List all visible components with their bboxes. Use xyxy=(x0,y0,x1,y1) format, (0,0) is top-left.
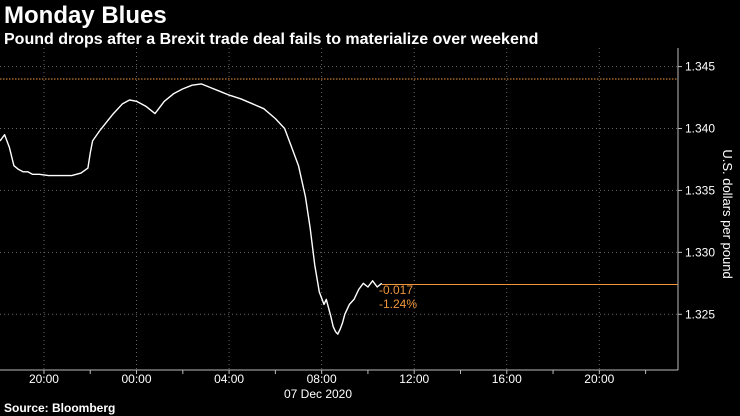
y-tick-label: 1.330 xyxy=(685,245,715,259)
chart-subtitle: Pound drops after a Brexit trade deal fa… xyxy=(4,31,539,48)
y-tick-label: 1.340 xyxy=(685,122,715,136)
x-tick-label: 16:00 xyxy=(492,372,522,386)
y-axis-label: U.S. dollars per pound xyxy=(720,149,735,278)
x-tick-label: 04:00 xyxy=(214,372,244,386)
x-tick-label: 20:00 xyxy=(584,372,614,386)
x-tick-labels: 20:00 00:00 04:00 08:00 12:00 16:00 20:00 xyxy=(29,372,615,386)
x-tick-label: 20:00 xyxy=(29,372,59,386)
y-tick-label: 1.325 xyxy=(685,307,715,321)
change-annotation: -0.017 xyxy=(379,283,413,297)
x-tick-label: 08:00 xyxy=(307,372,337,386)
y-tick-labels: 1.325 1.330 1.335 1.340 1.345 xyxy=(685,60,715,322)
x-tick-label: 12:00 xyxy=(399,372,429,386)
pound-price-line xyxy=(0,83,383,335)
x-date-label: 07 Dec 2020 xyxy=(284,387,352,401)
grid xyxy=(0,48,682,374)
change-percent-annotation: -1.24% xyxy=(379,297,417,311)
chart-title: Monday Blues xyxy=(4,2,167,29)
y-tick-label: 1.335 xyxy=(685,183,715,197)
y-tick-label: 1.345 xyxy=(685,60,715,74)
source-note: Source: Bloomberg xyxy=(4,401,116,415)
x-tick-label: 00:00 xyxy=(122,372,152,386)
